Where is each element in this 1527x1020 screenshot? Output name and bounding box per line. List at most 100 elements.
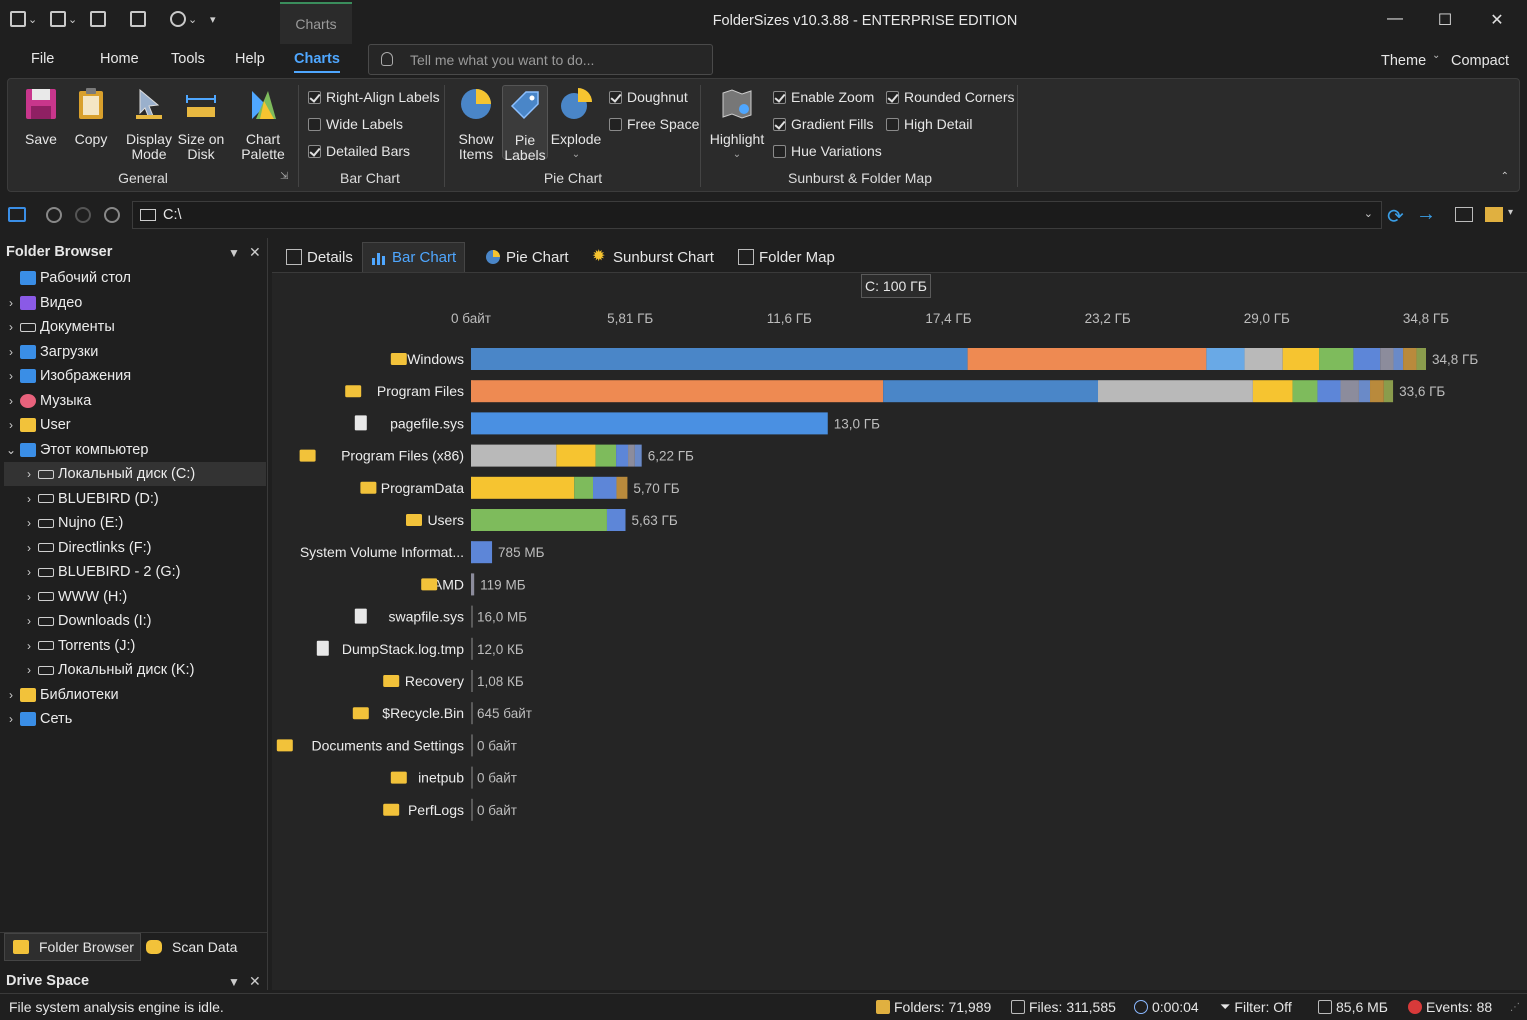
tree-item[interactable]: › Локальный диск (K:): [4, 658, 266, 682]
copy-button[interactable]: Copy: [66, 85, 116, 147]
chevron-down-icon[interactable]: ⌄: [5, 442, 17, 457]
panel-close-icon[interactable]: ✕: [249, 973, 261, 989]
chevron-right-icon[interactable]: ›: [27, 540, 31, 555]
highlight-button[interactable]: Highlight ⌄: [706, 85, 768, 162]
size-on-disk-button[interactable]: Size on Disk: [176, 85, 226, 162]
enable-zoom-checkbox[interactable]: Enable Zoom: [773, 89, 874, 105]
up-icon[interactable]: [104, 207, 120, 223]
chevron-right-icon[interactable]: ›: [27, 614, 31, 628]
dialog-launcher-icon[interactable]: ⇲: [280, 171, 289, 182]
chevron-right-icon[interactable]: ›: [9, 393, 13, 408]
tree-item[interactable]: › Downloads (I:): [4, 609, 266, 633]
explode-button[interactable]: Explode ⌄: [550, 85, 602, 162]
hue-variations-checkbox[interactable]: Hue Variations: [773, 143, 882, 159]
qat-scan-icon[interactable]: [90, 8, 124, 30]
qat-customize-icon[interactable]: ▾: [210, 13, 216, 26]
tree-item[interactable]: › Видео: [4, 291, 266, 315]
detailed-bars-checkbox[interactable]: Detailed Bars: [308, 143, 410, 159]
forward-icon[interactable]: [75, 207, 91, 223]
chevron-right-icon[interactable]: ›: [9, 712, 13, 726]
qat-print-icon[interactable]: [130, 8, 164, 30]
tree-item[interactable]: Рабочий стол: [4, 266, 266, 290]
wide-labels-checkbox[interactable]: Wide Labels: [308, 116, 403, 132]
panel-close-icon[interactable]: ✕: [249, 244, 261, 260]
maximize-button[interactable]: ☐: [1437, 12, 1453, 29]
qat-globe-icon[interactable]: ⌄: [170, 8, 204, 30]
high-detail-checkbox[interactable]: High Detail: [886, 116, 972, 132]
gradient-fills-checkbox[interactable]: Gradient Fills: [773, 116, 873, 132]
resize-grip-icon[interactable]: ⋰: [1510, 1002, 1520, 1013]
panel-menu-icon[interactable]: ▼: [228, 975, 240, 989]
chevron-right-icon[interactable]: ›: [9, 687, 13, 702]
tree-item[interactable]: › Сеть: [4, 707, 266, 731]
collapse-ribbon-icon[interactable]: ⌃: [1500, 171, 1509, 182]
tab-help[interactable]: Help: [235, 51, 265, 67]
panel-menu-icon[interactable]: ▼: [228, 246, 240, 260]
chevron-down-icon[interactable]: ⌄: [1363, 208, 1373, 220]
right-align-labels-checkbox[interactable]: Right-Align Labels: [308, 89, 440, 105]
tab-tools[interactable]: Tools: [171, 51, 205, 67]
rounded-corners-checkbox[interactable]: Rounded Corners: [886, 89, 1015, 105]
tree-item[interactable]: › Документы: [4, 315, 266, 339]
tab-charts[interactable]: Charts: [294, 51, 340, 73]
chevron-right-icon[interactable]: ›: [27, 565, 31, 579]
save-button[interactable]: Save: [16, 85, 66, 147]
chevron-right-icon[interactable]: ›: [27, 638, 31, 653]
pie-labels-button[interactable]: Pie Labels: [502, 85, 548, 163]
tab-pie-chart[interactable]: Pie Chart: [477, 242, 577, 272]
tab-sunburst-chart[interactable]: ✹ Sunburst Chart: [592, 248, 714, 266]
tree-item[interactable]: › Directlinks (F:): [4, 536, 266, 560]
theme-button[interactable]: Theme: [1381, 53, 1427, 69]
tab-home[interactable]: Home: [100, 51, 139, 67]
tree-item[interactable]: › Nujno (E:): [4, 511, 266, 535]
chevron-right-icon[interactable]: ›: [27, 589, 31, 604]
go-arrow-icon[interactable]: →: [1416, 203, 1436, 225]
minimize-button[interactable]: —: [1387, 10, 1403, 27]
tab-scan-data[interactable]: Scan Data: [138, 933, 243, 961]
chevron-right-icon[interactable]: ›: [27, 467, 31, 481]
tree-item[interactable]: › BLUEBIRD (D:): [4, 487, 266, 511]
tab-bar-chart[interactable]: Bar Chart: [362, 242, 466, 272]
path-input[interactable]: C:\ ⌄: [132, 201, 1382, 229]
compact-button[interactable]: Compact: [1451, 53, 1510, 69]
tab-folder-map[interactable]: Folder Map: [730, 242, 843, 272]
tree-item[interactable]: › BLUEBIRD - 2 (G:): [4, 560, 266, 584]
chevron-right-icon[interactable]: ›: [9, 295, 13, 310]
chevron-right-icon[interactable]: ›: [9, 418, 13, 432]
tree-item[interactable]: › Torrents (J:): [4, 634, 266, 658]
chevron-right-icon[interactable]: ›: [9, 369, 13, 383]
chevron-right-icon[interactable]: ›: [27, 663, 31, 677]
chevron-right-icon[interactable]: ›: [27, 516, 31, 530]
close-button[interactable]: ✕: [1490, 12, 1504, 29]
status-time: 0:00:04: [1134, 999, 1199, 1015]
show-items-button[interactable]: Show Items: [452, 85, 500, 162]
tab-folder-browser[interactable]: Folder Browser: [4, 933, 141, 961]
free-space-checkbox[interactable]: Free Space: [609, 116, 699, 132]
back-icon[interactable]: [46, 207, 62, 223]
tree-item[interactable]: › Музыка: [4, 389, 266, 413]
tree-item[interactable]: › WWW (H:): [4, 585, 266, 609]
tell-me-search[interactable]: Tell me what you want to do...: [368, 44, 713, 75]
chevron-down-icon[interactable]: ▾: [1508, 207, 1514, 218]
chevron-right-icon[interactable]: ›: [27, 491, 31, 506]
doughnut-checkbox[interactable]: Doughnut: [609, 89, 688, 105]
tree-item[interactable]: › Библиотеки: [4, 683, 266, 707]
chevron-down-icon[interactable]: ⌄: [1432, 50, 1441, 61]
folder-options-icon[interactable]: [1485, 207, 1503, 222]
chart-palette-button[interactable]: Chart Palette: [234, 85, 292, 162]
terminal-icon[interactable]: [1455, 207, 1473, 222]
tree-item[interactable]: ⌄ Этот компьютер: [4, 438, 266, 462]
refresh-icon[interactable]: ⟳: [1387, 206, 1404, 228]
display-mode-button[interactable]: Display Mode: [122, 85, 176, 162]
tab-details[interactable]: Details: [278, 242, 361, 272]
qat-report-icon[interactable]: ⌄: [50, 8, 84, 30]
tree-item[interactable]: › User: [4, 413, 266, 437]
tab-file[interactable]: File: [31, 51, 55, 67]
computer-icon[interactable]: [8, 207, 26, 222]
qat-save-icon[interactable]: ⌄: [10, 8, 44, 30]
tree-item[interactable]: › Изображения: [4, 364, 266, 388]
chevron-right-icon[interactable]: ›: [9, 320, 13, 334]
tree-item[interactable]: › Загрузки: [4, 340, 266, 364]
tree-item[interactable]: › Локальный диск (C:): [4, 462, 266, 486]
chevron-right-icon[interactable]: ›: [9, 344, 13, 359]
